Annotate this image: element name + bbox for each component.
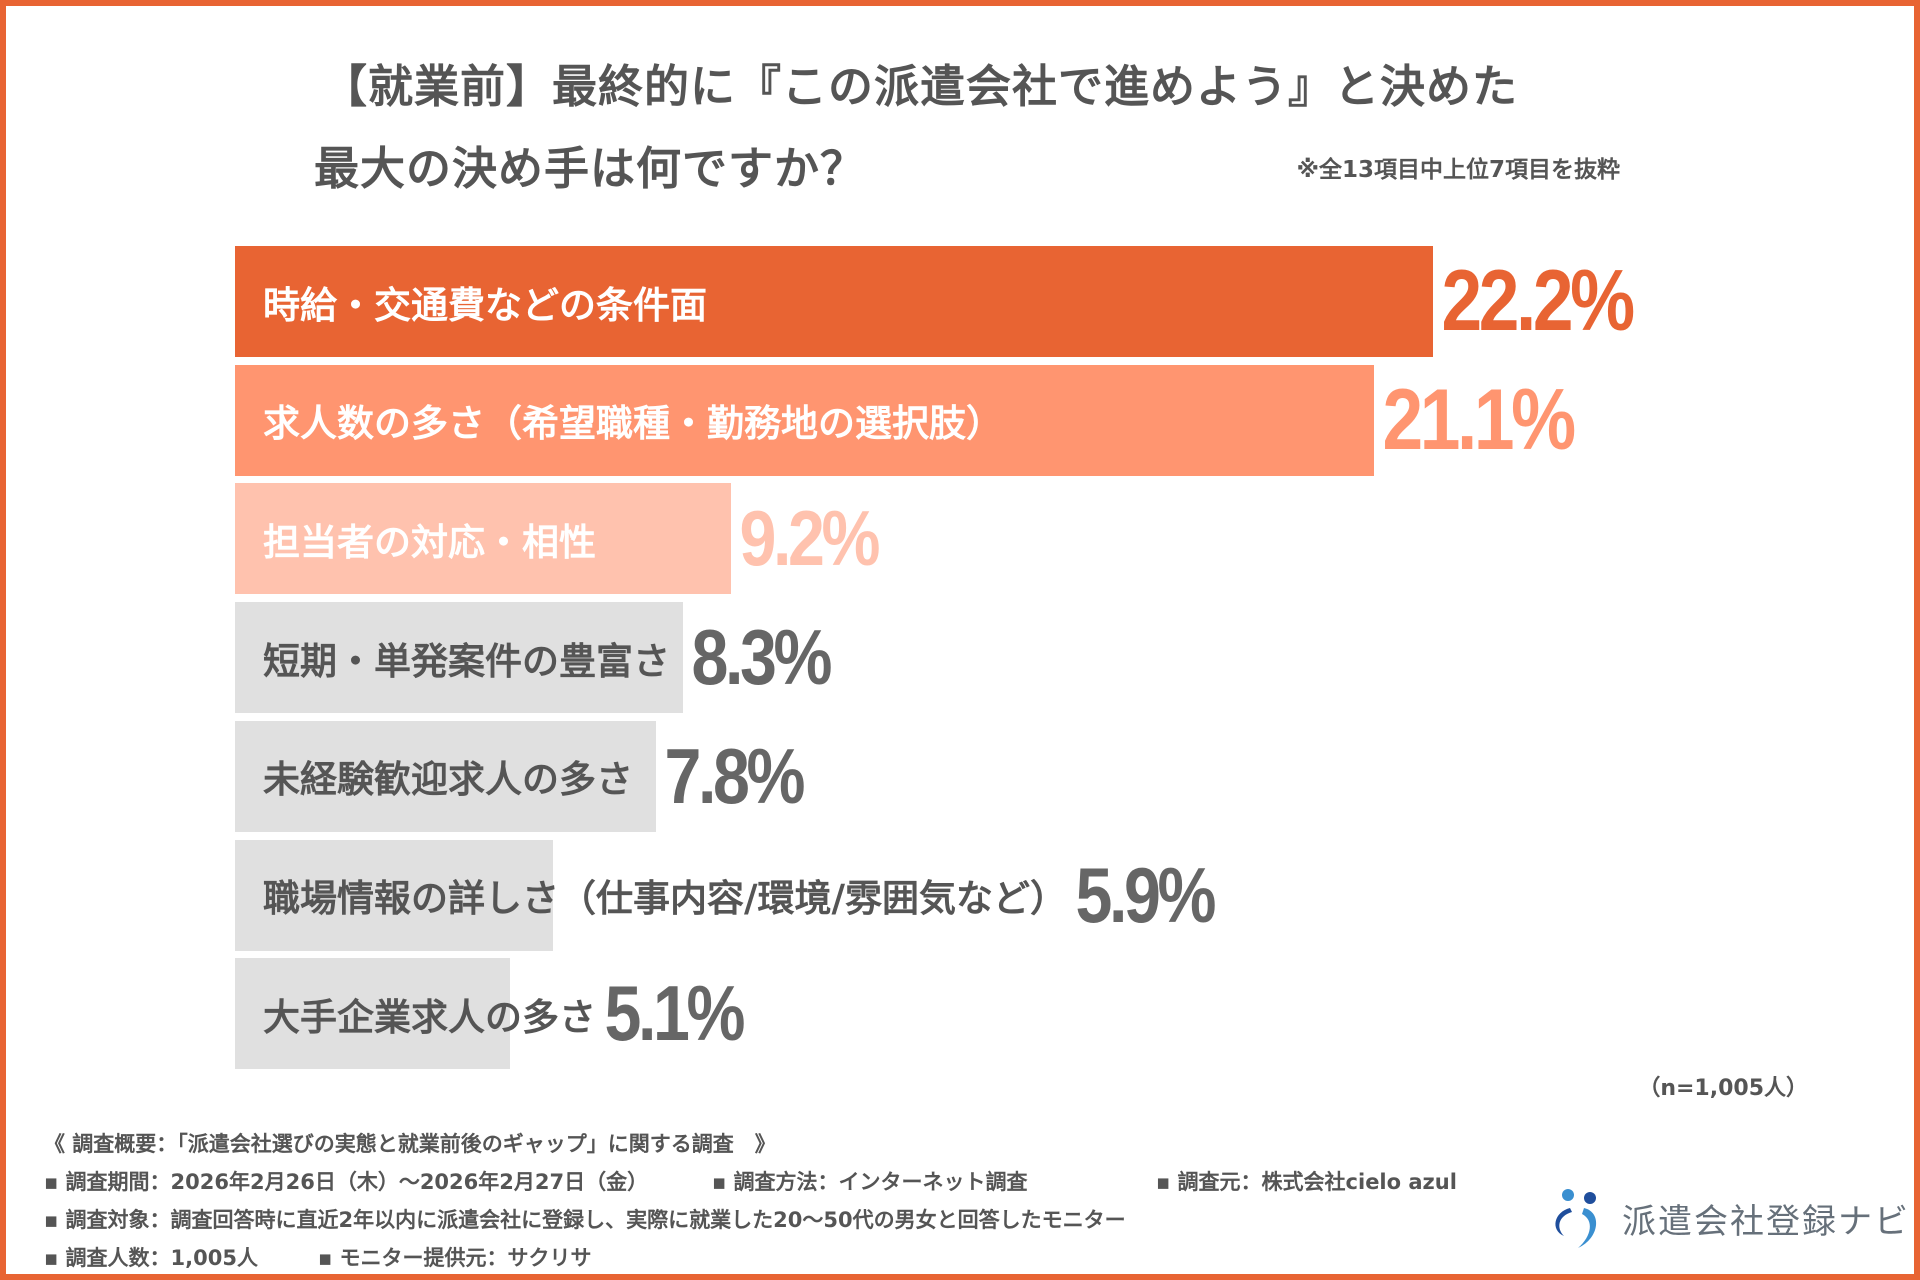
bar-content: 担当者の対応・相性 9.2% [235, 483, 903, 594]
bar-content: 職場情報の詳しさ（仕事内容/環境/雰囲気など） 5.9% [235, 840, 1239, 951]
bar [235, 246, 1433, 357]
bar-label: 求人数の多さ（希望職種・勤務地の選択肢） [263, 402, 1003, 446]
survey-summary: 《 調査概要：「派遣会社選びの実態と就業前後のギャップ」に関する調査 》 [44, 1132, 776, 1156]
chart-title-line2: 最大の決め手は何ですか？ [314, 142, 867, 195]
value-label: 21.1% [1382, 371, 1576, 468]
bar-label: 大手企業求人の多さ [263, 995, 596, 1039]
bar [235, 483, 732, 595]
logo-text: 派遣会社登録ナビ [1622, 1201, 1910, 1242]
logo: 派遣会社登録ナビ [1548, 1186, 1910, 1250]
bar [235, 602, 683, 714]
value-label: 9.2% [739, 494, 881, 583]
sample-size: （n=1,005人） [1638, 1076, 1808, 1101]
survey-target: ▪ 調査対象：調査回答時に直近2年以内に派遣会社に登録し、実際に就業した20～5… [44, 1208, 1126, 1232]
value-label: 22.2% [1441, 253, 1636, 349]
monitor-provider: ▪ モニター提供元：サクリサ [318, 1246, 592, 1270]
bar [235, 958, 511, 1070]
value-label: 5.1% [604, 969, 746, 1058]
survey-source: ▪ 調査元：株式会社cielo azul [1156, 1170, 1457, 1194]
bar-content: 大手企業求人の多さ 5.1% [235, 958, 768, 1069]
bar-label: 職場情報の詳しさ（仕事内容/環境/雰囲気など） [263, 877, 1068, 920]
bar-label: 短期・単発案件の豊富さ [263, 639, 670, 683]
bar-content: 時給・交通費などの条件面 22.2% [235, 246, 1667, 357]
survey-count: ▪ 調査人数：1,005人 [44, 1246, 258, 1270]
chart-note: ※全13項目中上位7項目を抜粋 [1296, 157, 1620, 183]
bar-label: 時給・交通費などの条件面 [263, 283, 707, 327]
value-label: 7.8% [664, 731, 805, 820]
logo-icon [1555, 1189, 1597, 1248]
bar-content: 短期・単発案件の豊富さ 8.3% [235, 602, 855, 713]
bar-label: 未経験歓迎求人の多さ [263, 758, 633, 802]
value-label: 8.3% [691, 613, 832, 702]
bar [235, 364, 1374, 476]
bar [235, 720, 656, 832]
value-label: 5.9% [1075, 850, 1217, 939]
bar-content: 求人数の多さ（希望職種・勤務地の選択肢） 21.1% [235, 365, 1607, 476]
survey-method: ▪ 調査方法：インターネット調査 [712, 1170, 1028, 1194]
survey-period: ▪ 調査期間：2026年2月26日（木）～2026年2月27日（金） [44, 1170, 649, 1194]
bar [235, 839, 554, 951]
bar-content: 未経験歓迎求人の多さ 7.8% [235, 721, 828, 832]
chart-title-line1: 【就業前】最終的に『この派遣会社で進めよう』と決めた [322, 60, 1519, 113]
bar-label: 担当者の対応・相性 [263, 520, 596, 564]
